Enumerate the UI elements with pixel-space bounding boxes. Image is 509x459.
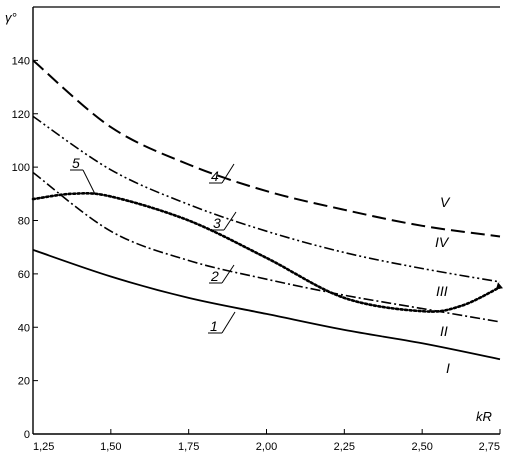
series-number-3: 3: [213, 215, 221, 231]
x-tick-label: 2,25: [334, 441, 355, 453]
series-number-leader: [82, 169, 96, 195]
series-number-5: 5: [72, 155, 80, 171]
y-tick-label: 20: [18, 376, 30, 388]
series-line-i: [32, 249, 501, 361]
x-tick-label: 2,50: [411, 441, 432, 453]
series-label-i: I: [446, 360, 450, 376]
series-number-2: 2: [210, 268, 219, 284]
series-number-leader: [221, 163, 235, 184]
x-tick-label: 2,75: [479, 441, 500, 453]
y-tick-label: 60: [18, 269, 30, 281]
x-tick-label: 1,25: [33, 441, 54, 453]
x-tick-label: 1,75: [178, 441, 199, 453]
axes: [32, 6, 500, 435]
x-tick-label: 1,50: [100, 441, 121, 453]
y-tick-label: 140: [12, 55, 30, 67]
series-number-leader: [223, 211, 237, 231]
ticks: 0 20 40 60 80 100 120 140 1,25 1,50 1,75 2,00 2,25 2,…: [12, 55, 501, 453]
series-number-leader: [221, 264, 235, 284]
y-tick-label: 0: [24, 429, 30, 441]
y-tick-label: 100: [12, 162, 30, 174]
series-number-1: 1: [210, 318, 218, 334]
series-line-v: [32, 59, 501, 238]
series-label-iv: IV: [435, 234, 450, 250]
series-arrowhead: [496, 282, 503, 290]
x-tick-label: 2,00: [256, 441, 277, 453]
series-line-ii: [32, 171, 501, 323]
curves: [31, 59, 503, 361]
series-label-iii: III: [436, 283, 448, 299]
series-line-iv: [32, 115, 501, 283]
series-label-v: V: [440, 194, 451, 210]
y-tick-label: 40: [18, 322, 30, 334]
series-number-4: 4: [211, 168, 219, 184]
y-tick-label: 120: [12, 109, 30, 121]
y-axis-title: γ°: [5, 10, 17, 25]
series-line-iii: [31, 191, 502, 313]
series-number-leader: [221, 311, 236, 334]
x-axis-title: kR: [476, 409, 492, 424]
y-tick-label: 80: [18, 216, 30, 228]
series-label-ii: II: [440, 323, 448, 339]
